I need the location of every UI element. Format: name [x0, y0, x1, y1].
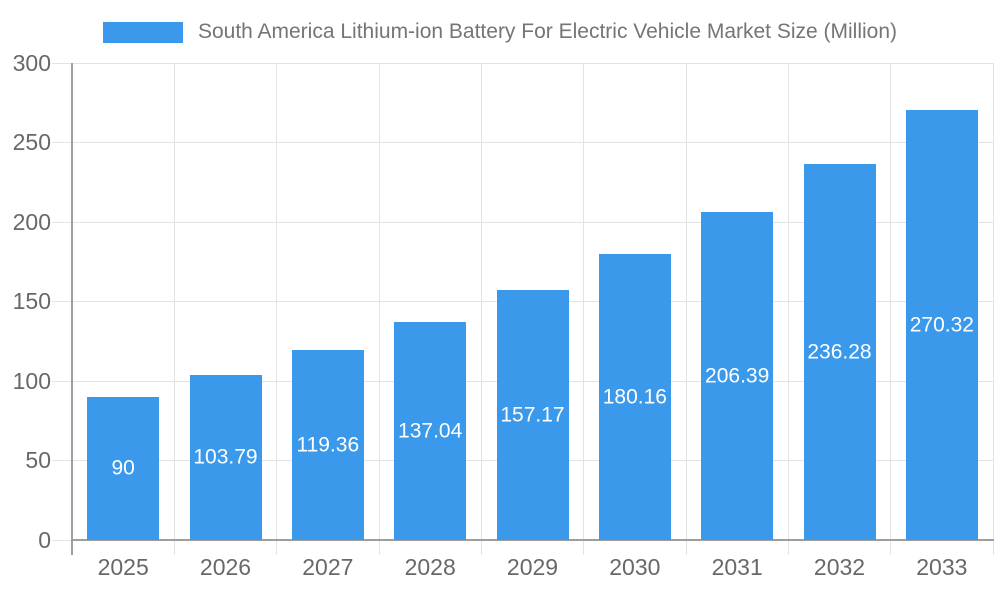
bar-2027	[291, 350, 364, 540]
x-tick-label: 2028	[404, 554, 456, 580]
gridline-vertical	[173, 63, 175, 555]
y-tick-label: 150	[12, 288, 51, 314]
bar-2026	[189, 374, 262, 540]
bar-value-label: 180.16	[602, 385, 667, 409]
gridline-vertical	[890, 63, 892, 555]
gridline-vertical	[276, 63, 278, 555]
x-tick-label: 2031	[711, 554, 763, 580]
y-tick-label: 300	[12, 49, 51, 76]
bar-value-label: 137.04	[398, 419, 463, 443]
gridline-vertical	[685, 63, 687, 555]
legend-label: South America Lithium-ion Battery For El…	[197, 20, 898, 43]
y-tick-label: 100	[12, 367, 51, 394]
x-tick-label: 2026	[199, 554, 252, 580]
bar-value-label: 206.39	[705, 364, 770, 388]
bar-value-label: 270.32	[909, 313, 974, 337]
gridline-vertical	[583, 63, 585, 555]
bar-value-label: 157.17	[500, 403, 565, 427]
x-tick-label: 2029	[506, 554, 559, 580]
bar-value-label: 90	[111, 456, 135, 480]
x-tick-label: 2033	[916, 554, 968, 580]
x-tick-label: 2032	[813, 554, 866, 580]
gridline-vertical	[787, 63, 789, 555]
x-tick-label: 2027	[302, 554, 354, 580]
x-tick-label: 2025	[97, 554, 149, 580]
bar-2025	[87, 396, 160, 540]
y-tick-label: 0	[38, 526, 51, 553]
bar-2030	[598, 253, 671, 540]
gridline-horizontal	[52, 142, 993, 143]
x-axis-line	[71, 539, 994, 541]
gridline-vertical	[480, 63, 482, 555]
bar-value-label: 236.28	[807, 340, 872, 364]
bar-2032	[803, 164, 876, 540]
x-tick-label: 2030	[609, 554, 661, 580]
legend-swatch	[102, 21, 183, 43]
bar-2033	[905, 110, 978, 540]
legend[interactable]: South America Lithium-ion Battery For El…	[0, 20, 1000, 44]
y-tick-label: 250	[12, 129, 51, 155]
y-axis-line	[71, 63, 73, 555]
bar-2029	[496, 290, 569, 540]
gridline-horizontal	[52, 62, 993, 64]
gridline-horizontal	[52, 221, 993, 223]
y-tick-label: 50	[25, 447, 51, 473]
gridline-vertical	[378, 63, 380, 555]
y-tick-label: 200	[12, 208, 51, 235]
bar-value-label: 119.36	[296, 433, 360, 457]
bar-2031	[701, 211, 774, 540]
gridline-vertical	[992, 63, 994, 555]
bar-2028	[394, 322, 467, 540]
bar-value-label: 103.79	[193, 445, 258, 469]
